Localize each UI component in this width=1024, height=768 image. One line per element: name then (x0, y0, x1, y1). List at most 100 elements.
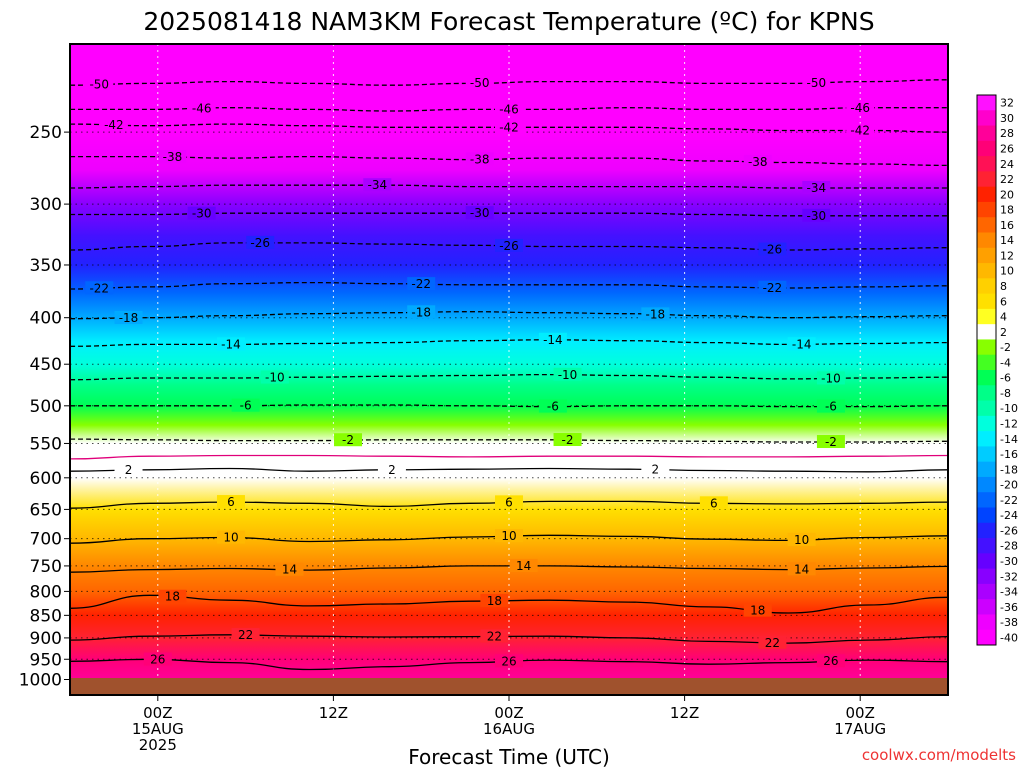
contour-line (69, 467, 949, 473)
contour-line (69, 454, 949, 460)
contour-line (69, 184, 948, 189)
y-tick-label: 250 (30, 123, 62, 143)
contour-label-bg (743, 154, 772, 168)
contour-label-bg (216, 530, 245, 544)
contour-label: -46 (850, 101, 870, 115)
contour-label-bg (802, 75, 831, 89)
colorbar-swatch (977, 354, 996, 371)
contour-label: 14 (794, 562, 809, 576)
colorbar-label: 28 (1000, 127, 1014, 140)
contour-label-bg (99, 118, 128, 132)
contour-label: -42 (850, 124, 870, 138)
x-tick-label: 00Z (494, 704, 523, 722)
contour-label: -46 (192, 101, 212, 115)
contour-label: 2 (388, 463, 396, 477)
contour-label-bg (743, 603, 772, 617)
contour-label-bg (641, 462, 670, 476)
contour-label: -22 (89, 281, 109, 295)
contour-label: 14 (282, 563, 297, 577)
contour-label: -30 (806, 209, 826, 223)
contour-label-bg (495, 238, 523, 252)
colorbar-swatch (977, 171, 996, 188)
contour-label-bg (363, 178, 392, 192)
contour-label-bg (465, 206, 494, 220)
contour-label: 26 (150, 653, 165, 667)
contour-label-bg (187, 101, 216, 115)
colorbar-label: -2 (1000, 341, 1011, 354)
contour-label: 10 (794, 533, 809, 547)
colorbar-label: -22 (1000, 494, 1018, 507)
x-tick-label: 00Z (143, 704, 172, 722)
contour-label: -50 (89, 78, 109, 92)
y-tick-label: 1000 (19, 671, 62, 691)
contour-label-bg (802, 208, 831, 222)
y-tick-label: 600 (30, 469, 62, 489)
colorbar-swatch (977, 492, 996, 508)
x-tick-label: 12Z (670, 704, 699, 722)
colorbar-label: 22 (1000, 173, 1014, 186)
contour-label: -42 (499, 120, 519, 134)
contour-label-bg (641, 307, 670, 321)
colorbar-label: 24 (1000, 158, 1014, 171)
contour-label-bg (143, 652, 172, 666)
contour-line (69, 634, 949, 644)
contour-label: -26 (763, 243, 783, 257)
colorbar-label: -4 (1000, 356, 1011, 369)
colorbar-label: -26 (1000, 524, 1018, 537)
colorbar-swatch (977, 186, 996, 203)
contour-label: -38 (163, 150, 183, 164)
contour-label: 14 (516, 559, 531, 573)
colorbar-swatch (977, 476, 996, 493)
y-tick-label: 300 (30, 195, 62, 215)
contour-label: 6 (710, 496, 718, 510)
contour-label-bg (758, 280, 787, 294)
y-tick-label: 900 (30, 629, 62, 649)
contour-label-bg (538, 399, 567, 413)
colorbar-label: 20 (1000, 188, 1014, 201)
contour-label: -18 (411, 305, 431, 319)
y-axis: 250 300 350 400 450 500 550 600 650 700 750 800 850 9… (19, 123, 70, 691)
contour-label: -10 (558, 368, 578, 382)
contour-label: -18 (646, 307, 666, 321)
contour-label: -6 (825, 400, 837, 414)
contour-label-bg (816, 654, 845, 668)
contour-line (69, 212, 948, 217)
colorbar-frame (976, 94, 997, 646)
contour-line (69, 311, 949, 320)
colorbar-swatch (977, 324, 996, 340)
contour-label: -14 (792, 337, 812, 351)
contour-label-bg (495, 102, 523, 116)
contour-label-bg (787, 532, 816, 546)
contour-label: -38 (748, 155, 768, 169)
contour-label: -10 (821, 371, 841, 385)
contour-label: 6 (227, 495, 235, 509)
contour-line (69, 404, 949, 408)
colorbar-label: 6 (1000, 295, 1007, 308)
contour-label-bg (787, 337, 816, 351)
colorbar-swatch (977, 110, 996, 127)
colorbar-label: 18 (1000, 204, 1014, 217)
contour-line (69, 373, 949, 381)
colorbar-swatch (977, 599, 996, 615)
contour-line (69, 79, 949, 86)
contour-label-bg (553, 367, 582, 381)
colorbar-label: 16 (1000, 219, 1014, 232)
colorbar-swatch (977, 339, 996, 356)
contour-label-bg (495, 120, 523, 134)
contour-label: -46 (499, 102, 519, 116)
contour-label: -50 (806, 76, 826, 90)
contour-label: -30 (192, 207, 212, 221)
credit-link[interactable]: coolwx.com/modelts (862, 746, 1016, 764)
x-axis-label: Forecast Time (UTC) (408, 745, 610, 768)
y-tick-label: 400 (30, 309, 62, 329)
colorbar-label: 32 (1000, 97, 1014, 110)
contour-label: -10 (265, 371, 285, 385)
colorbar-swatch (977, 125, 996, 142)
contour-label: -14 (543, 333, 563, 347)
contour-label-bg (334, 433, 363, 447)
colorbar-swatch (977, 461, 996, 478)
colorbar-swatch (977, 614, 996, 631)
contour-label-bg (465, 76, 494, 90)
